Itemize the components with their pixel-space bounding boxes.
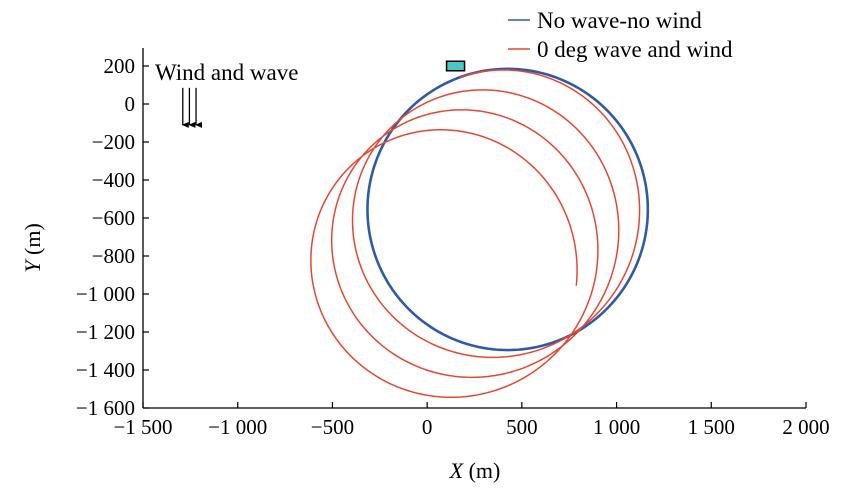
wind-arrows (181, 87, 203, 128)
x-tick-label: −1 000 (208, 415, 267, 439)
legend: No wave-no wind 0 deg wave and wind (508, 8, 733, 62)
y-ticks: 200 0 −200 −400 −600 −800 −1 000 −1 200 −1 400 −1… (76, 54, 149, 420)
plot-area (310, 60, 650, 399)
x-tick-label: 2 000 (782, 415, 829, 439)
y-tick-label: −600 (92, 206, 135, 230)
x-tick-label: 1 000 (593, 415, 640, 439)
x-ticks: −1 500 −1 000 −500 0 500 1 000 1 500 2 000 (113, 402, 830, 439)
wind-wave-label: Wind and wave (155, 60, 298, 85)
y-tick-label: 0 (125, 92, 136, 116)
x-tick-label: 0 (422, 415, 433, 439)
x-tick-label: −500 (311, 415, 354, 439)
series-no-wave-no-wind (366, 67, 650, 352)
y-tick-label: −1 400 (76, 358, 135, 382)
legend-label-wave-wind: 0 deg wave and wind (537, 37, 733, 62)
y-tick-label: −1 200 (76, 320, 135, 344)
legend-label-no-wave: No wave-no wind (537, 8, 702, 33)
x-tick-label: 1 500 (688, 415, 735, 439)
x-tick-label: −1 500 (113, 415, 172, 439)
x-axis-title: X (m) (449, 458, 501, 483)
y-tick-label: −800 (92, 244, 135, 268)
ship-marker (445, 60, 466, 72)
y-tick-label: 200 (104, 54, 136, 78)
y-axis-title: Y (m) (20, 223, 45, 273)
y-tick-label: −1 600 (76, 396, 135, 420)
y-tick-label: −400 (92, 168, 135, 192)
y-tick-label: −1 000 (76, 282, 135, 306)
series-0deg-wave-and-wind (310, 69, 641, 399)
y-tick-label: −200 (92, 130, 135, 154)
x-tick-label: 500 (506, 415, 538, 439)
